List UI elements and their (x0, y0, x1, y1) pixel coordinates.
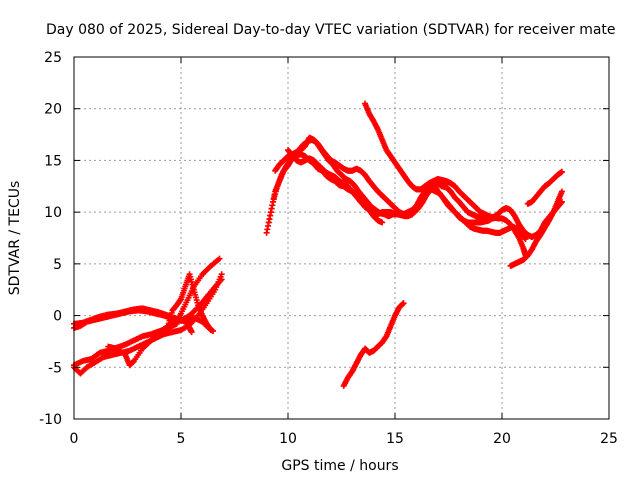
y-tick-label: -10 (39, 412, 62, 428)
series-15 (340, 300, 407, 389)
series-7 (263, 151, 565, 240)
x-axis-label: GPS time / hours (281, 458, 398, 474)
series-12 (362, 100, 454, 195)
x-tick-label: 10 (279, 431, 297, 447)
axis-ticks: 0 5 10 15 20 25 -10 -5 0 5 10 15 20 25 (39, 50, 618, 447)
series-13 (507, 188, 565, 269)
data-point (379, 219, 386, 226)
x-tick-label: 20 (493, 431, 511, 447)
y-tick-label: 25 (44, 50, 62, 66)
data-point (558, 188, 565, 195)
data-point (522, 236, 529, 243)
data-point (218, 271, 225, 278)
y-axis-label: SDTVAR / TECUs (7, 181, 23, 296)
x-tick-label: 25 (600, 431, 618, 447)
x-tick-label: 0 (70, 431, 79, 447)
series-6 (165, 271, 214, 334)
y-tick-label: 0 (53, 309, 62, 325)
data-point (400, 300, 407, 307)
series-14 (524, 168, 565, 207)
data-series (71, 100, 565, 389)
series-8 (265, 136, 529, 243)
y-tick-label: 10 (44, 205, 62, 221)
data-point (207, 327, 214, 334)
data-point (216, 255, 223, 262)
x-tick-label: 15 (386, 431, 404, 447)
plot-frame (73, 56, 610, 420)
x-tick-label: 5 (177, 431, 186, 447)
y-tick-label: -5 (48, 360, 62, 376)
data-point (188, 329, 195, 336)
data-point (447, 188, 454, 195)
y-tick-label: 20 (44, 102, 62, 118)
series-5 (105, 316, 195, 369)
y-tick-label: 15 (44, 153, 62, 169)
series-10 (285, 147, 386, 226)
y-tick-label: 5 (53, 257, 62, 273)
data-point (558, 168, 565, 175)
series-11 (409, 176, 529, 259)
chart-title: Day 080 of 2025, Sidereal Day-to-day VTE… (46, 22, 616, 38)
